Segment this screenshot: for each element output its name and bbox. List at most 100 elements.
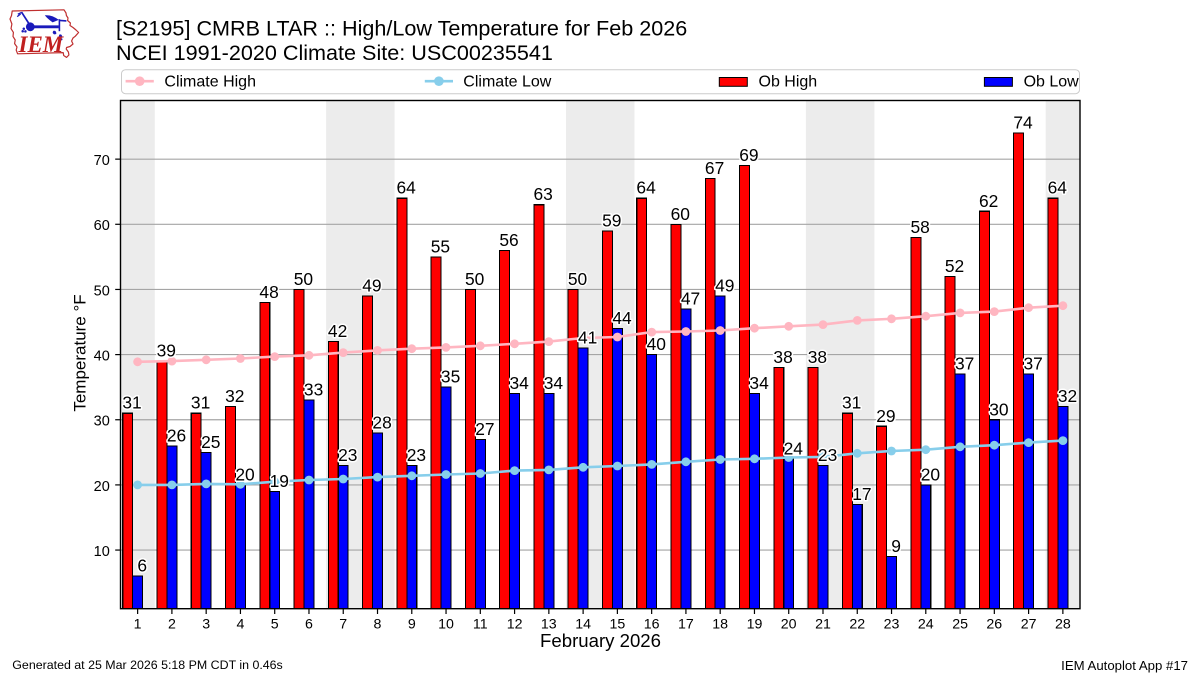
- svg-text:42: 42: [328, 321, 347, 341]
- svg-text:22: 22: [849, 616, 865, 632]
- svg-text:31: 31: [842, 393, 861, 413]
- svg-text:6: 6: [305, 616, 313, 632]
- svg-text:10: 10: [438, 616, 454, 632]
- svg-text:15: 15: [610, 616, 626, 632]
- svg-text:NCEI 1991-2020 Climate Site: U: NCEI 1991-2020 Climate Site: USC00235541: [116, 40, 553, 65]
- svg-text:58: 58: [911, 217, 930, 237]
- svg-text:Climate Low: Climate Low: [463, 73, 551, 90]
- svg-text:16: 16: [644, 616, 660, 632]
- svg-text:70: 70: [94, 153, 110, 169]
- svg-text:50: 50: [294, 269, 313, 289]
- svg-text:30: 30: [989, 399, 1008, 419]
- svg-text:50: 50: [465, 269, 484, 289]
- svg-text:IEM Autoplot App #17: IEM Autoplot App #17: [1061, 658, 1188, 673]
- svg-text:37: 37: [1024, 354, 1043, 374]
- svg-text:28: 28: [372, 412, 391, 432]
- svg-text:31: 31: [122, 393, 141, 413]
- svg-text:20: 20: [94, 479, 110, 495]
- svg-text:7: 7: [339, 616, 347, 632]
- svg-text:64: 64: [1048, 178, 1068, 198]
- svg-text:21: 21: [815, 616, 831, 632]
- svg-text:64: 64: [397, 178, 417, 198]
- svg-text:17: 17: [852, 484, 871, 504]
- svg-text:Ob Low: Ob Low: [1024, 73, 1080, 90]
- svg-text:Ob High: Ob High: [759, 73, 818, 90]
- svg-text:11: 11: [473, 616, 488, 632]
- svg-text:62: 62: [979, 191, 998, 211]
- svg-text:18: 18: [712, 616, 728, 632]
- svg-text:Generated at 25 Mar 2026 5:18: Generated at 25 Mar 2026 5:18 PM CDT in …: [12, 658, 282, 672]
- svg-text:3: 3: [202, 616, 210, 632]
- svg-text:20: 20: [781, 616, 797, 632]
- svg-text:4: 4: [236, 616, 244, 632]
- svg-text:38: 38: [808, 347, 827, 367]
- svg-text:24: 24: [784, 438, 804, 458]
- svg-text:8: 8: [374, 616, 382, 632]
- svg-text:74: 74: [1013, 113, 1033, 133]
- svg-text:24: 24: [918, 616, 934, 632]
- svg-text:60: 60: [94, 218, 110, 234]
- svg-text:49: 49: [715, 276, 734, 296]
- svg-text:6: 6: [137, 556, 147, 576]
- svg-text:9: 9: [408, 616, 416, 632]
- svg-text:49: 49: [362, 276, 381, 296]
- svg-text:25: 25: [952, 616, 968, 632]
- svg-text:38: 38: [773, 347, 792, 367]
- svg-text:13: 13: [541, 616, 557, 632]
- svg-text:[S2195] CMRB LTAR :: High/Low: [S2195] CMRB LTAR :: High/Low Temperatur…: [116, 15, 687, 40]
- svg-text:63: 63: [534, 184, 553, 204]
- svg-text:IEM: IEM: [18, 32, 65, 57]
- svg-text:35: 35: [441, 367, 460, 387]
- svg-text:Temperature °F: Temperature °F: [71, 294, 90, 411]
- svg-text:50: 50: [568, 269, 587, 289]
- svg-text:February 2026: February 2026: [540, 630, 661, 651]
- svg-text:56: 56: [499, 230, 518, 250]
- svg-text:25: 25: [201, 432, 220, 452]
- svg-text:34: 34: [510, 373, 530, 393]
- svg-text:44: 44: [612, 308, 632, 328]
- svg-text:33: 33: [304, 380, 323, 400]
- svg-text:23: 23: [407, 445, 426, 465]
- svg-text:32: 32: [225, 386, 244, 406]
- svg-text:34: 34: [544, 373, 564, 393]
- svg-text:50: 50: [94, 283, 110, 299]
- svg-text:34: 34: [749, 373, 769, 393]
- svg-text:39: 39: [157, 341, 176, 361]
- svg-text:60: 60: [671, 204, 690, 224]
- svg-text:32: 32: [1058, 386, 1077, 406]
- svg-text:48: 48: [259, 282, 278, 302]
- svg-text:37: 37: [955, 354, 974, 374]
- svg-text:17: 17: [678, 616, 694, 632]
- svg-text:29: 29: [876, 406, 895, 426]
- svg-text:27: 27: [1021, 616, 1037, 632]
- svg-text:14: 14: [575, 616, 591, 632]
- svg-text:Climate High: Climate High: [164, 73, 256, 90]
- svg-text:31: 31: [191, 393, 210, 413]
- svg-text:30: 30: [94, 414, 110, 430]
- svg-text:59: 59: [602, 210, 621, 230]
- svg-text:52: 52: [945, 256, 964, 276]
- svg-text:12: 12: [507, 616, 523, 632]
- svg-text:10: 10: [94, 544, 110, 560]
- svg-text:40: 40: [647, 334, 666, 354]
- svg-text:47: 47: [681, 289, 700, 309]
- svg-text:26: 26: [986, 616, 1002, 632]
- svg-text:23: 23: [818, 445, 837, 465]
- svg-text:2: 2: [168, 616, 176, 632]
- svg-text:1: 1: [134, 616, 142, 632]
- svg-text:69: 69: [739, 145, 758, 165]
- svg-text:55: 55: [431, 236, 450, 256]
- svg-text:67: 67: [705, 158, 724, 178]
- svg-text:26: 26: [167, 425, 186, 445]
- svg-text:28: 28: [1055, 616, 1071, 632]
- svg-text:40: 40: [94, 349, 110, 365]
- svg-text:27: 27: [475, 419, 494, 439]
- svg-text:23: 23: [338, 445, 357, 465]
- svg-text:23: 23: [884, 616, 900, 632]
- svg-text:19: 19: [747, 616, 763, 632]
- svg-text:20: 20: [921, 464, 940, 484]
- svg-text:64: 64: [636, 178, 656, 198]
- svg-text:5: 5: [271, 616, 279, 632]
- svg-text:19: 19: [270, 471, 289, 491]
- svg-text:9: 9: [891, 536, 901, 556]
